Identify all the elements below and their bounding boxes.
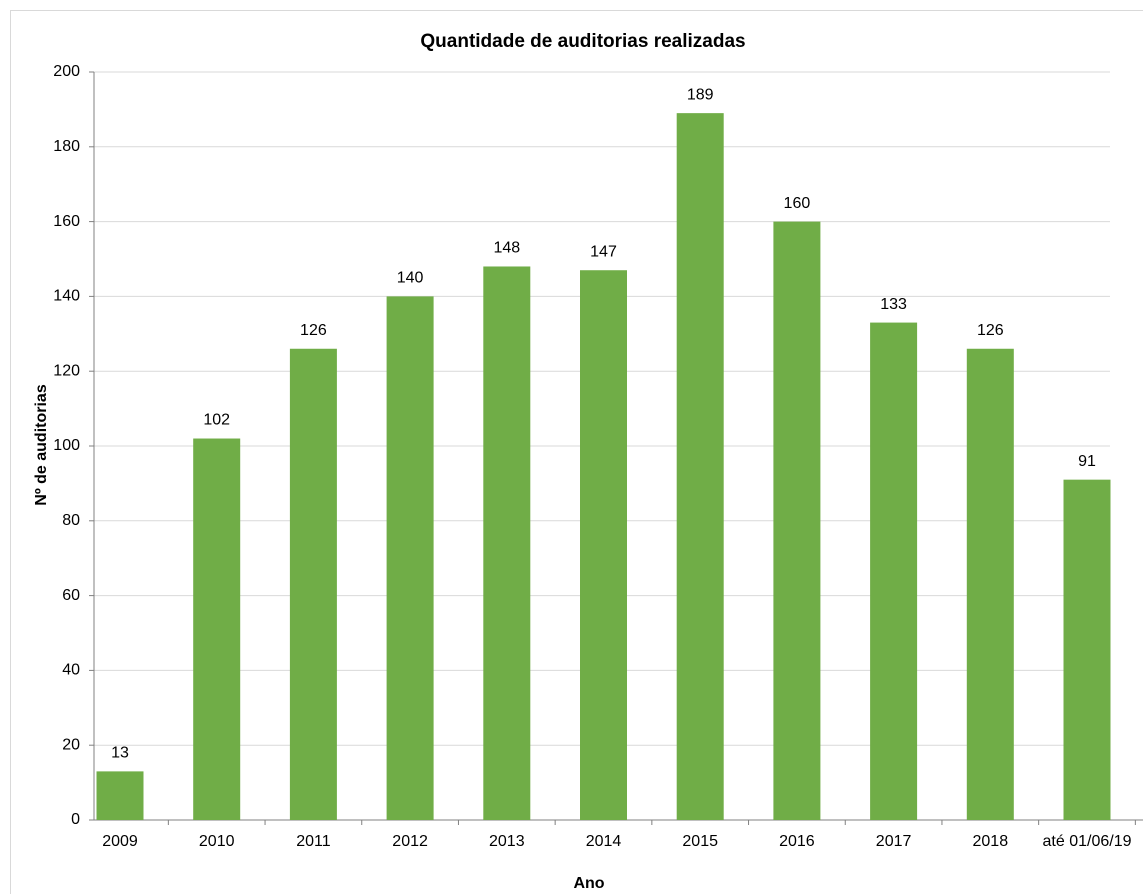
- bar: [870, 322, 918, 820]
- x-tick-label: 2018: [973, 833, 1009, 850]
- y-tick-label: 40: [62, 662, 80, 679]
- x-tick-label: 2015: [682, 833, 718, 850]
- x-tick-label: 2014: [586, 833, 622, 850]
- chart-title: Quantidade de auditorias realizadas: [420, 31, 745, 52]
- bar: [773, 221, 821, 821]
- data-label: 147: [590, 243, 617, 260]
- y-tick-label: 60: [62, 587, 80, 604]
- data-label: 160: [784, 195, 811, 212]
- x-tick-label: até 01/06/19: [1043, 833, 1132, 850]
- data-label: 126: [300, 322, 327, 339]
- y-tick-label: 160: [53, 213, 80, 230]
- bar: [1063, 479, 1111, 820]
- data-label: 133: [880, 296, 907, 313]
- y-tick-label: 200: [53, 63, 80, 80]
- bar: [289, 348, 337, 820]
- y-tick-label: 120: [53, 362, 80, 379]
- data-label: 13: [111, 745, 129, 762]
- bar: [386, 296, 434, 820]
- x-tick-label: 2017: [876, 833, 912, 850]
- bar: [483, 266, 531, 821]
- y-tick-label: 80: [62, 512, 80, 529]
- bar: [96, 771, 144, 820]
- x-tick-label: 2010: [199, 833, 235, 850]
- bar: [193, 438, 241, 820]
- y-tick-label: 20: [62, 736, 80, 753]
- y-tick-label: 140: [53, 288, 80, 305]
- x-tick-label: 2013: [489, 833, 525, 850]
- bar: [676, 113, 724, 820]
- y-axis-label: Nº de auditorias: [33, 384, 50, 506]
- x-tick-label: 2009: [102, 833, 138, 850]
- data-label: 148: [493, 240, 520, 257]
- data-label: 189: [687, 86, 714, 103]
- data-label: 140: [397, 270, 424, 287]
- x-axis-label: Ano: [573, 875, 604, 892]
- bar: [580, 270, 627, 821]
- x-tick-label: 2011: [296, 833, 331, 850]
- y-tick-label: 100: [53, 437, 80, 454]
- x-tick-label: 2016: [779, 833, 815, 850]
- x-tick-label: 2012: [392, 833, 428, 850]
- data-label: 126: [977, 322, 1004, 339]
- bar: [966, 348, 1014, 820]
- y-tick-label: 0: [71, 811, 80, 828]
- y-tick-label: 180: [53, 138, 80, 155]
- data-label: 102: [203, 412, 230, 429]
- data-label: 91: [1078, 453, 1096, 470]
